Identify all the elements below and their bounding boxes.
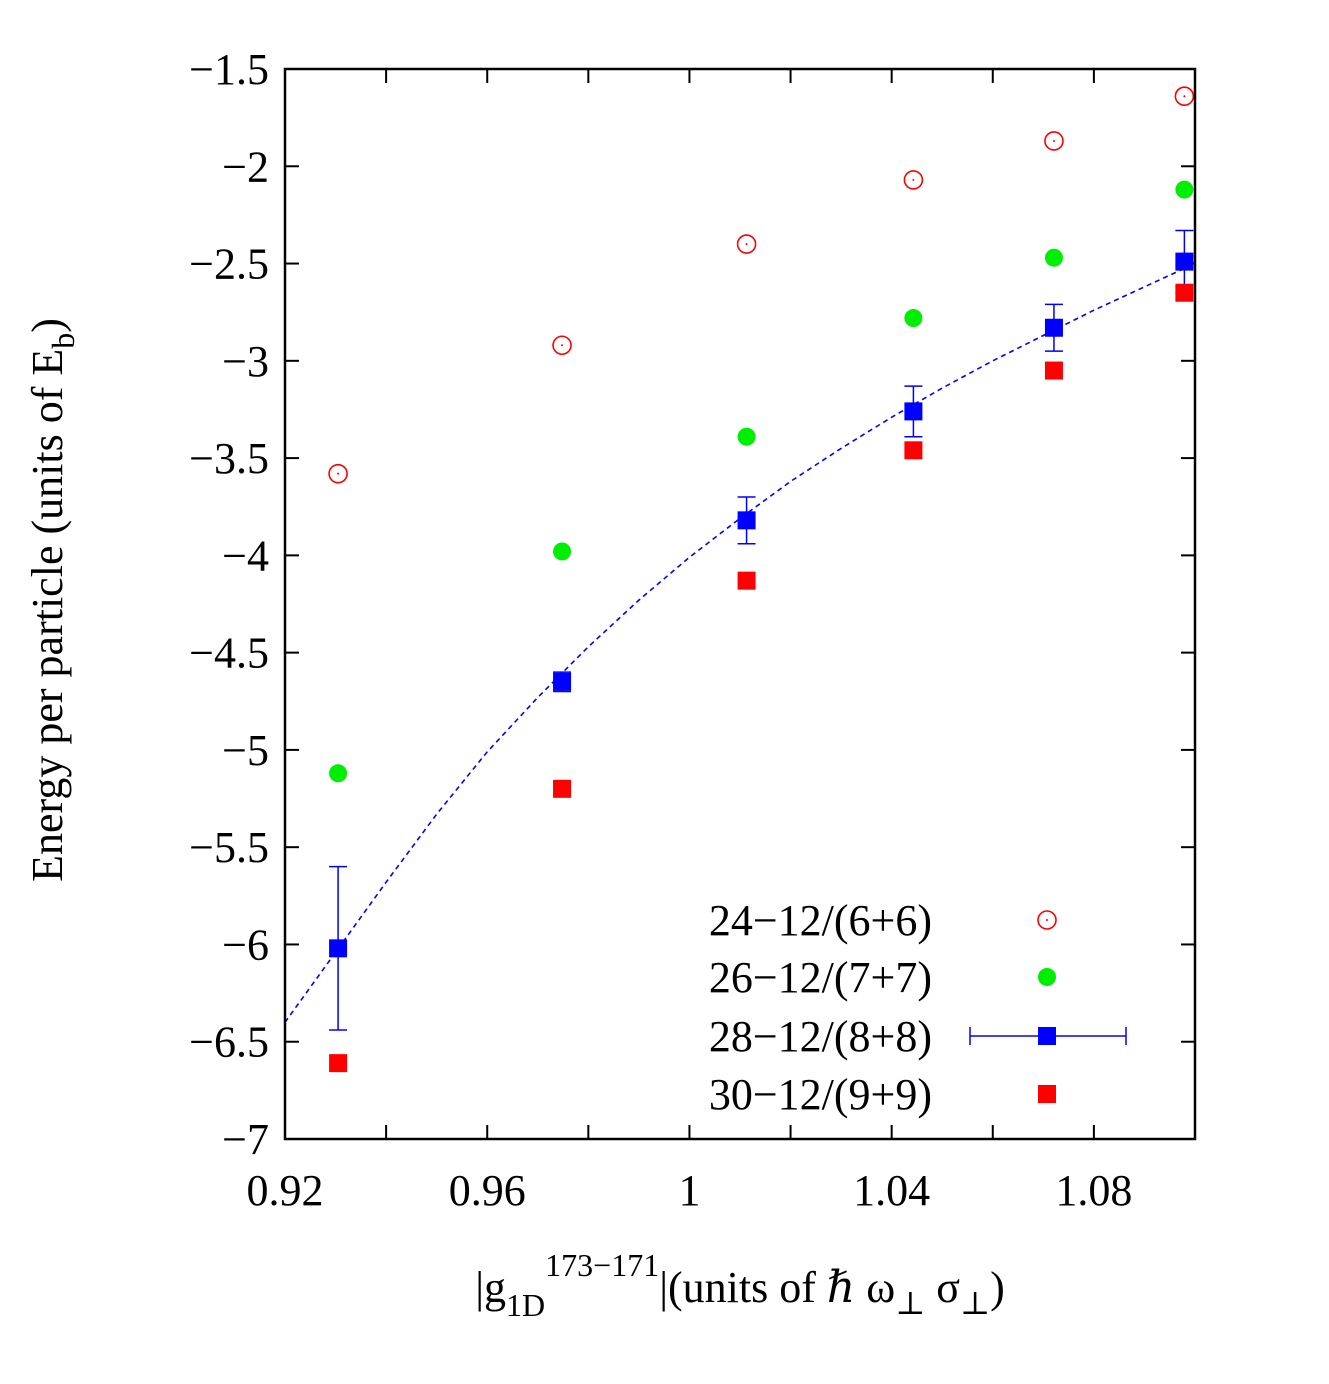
data-point-series-3 (329, 939, 348, 958)
data-point-series-2 (737, 427, 756, 446)
data-point-series-4 (1044, 361, 1063, 380)
x-axis-label-mid: |(units of (659, 1263, 827, 1312)
legend-marker-series-2 (1038, 968, 1056, 986)
data-point-series-1-center (912, 178, 915, 181)
data-point-series-3 (1044, 318, 1063, 337)
x-axis-label-hbar: ℏ (827, 1263, 855, 1312)
legend-marker-series-3 (1038, 1027, 1056, 1045)
x-tick-label: 1.08 (1055, 1166, 1132, 1215)
data-point-series-1-center (1183, 95, 1186, 98)
y-tick-label: −2.5 (189, 240, 269, 289)
x-tick-label: 0.92 (247, 1166, 324, 1215)
x-axis-label-sub: 1D (506, 1287, 545, 1323)
x-tick-label: 1.04 (853, 1166, 930, 1215)
x-axis-label-omega: ω (855, 1263, 895, 1312)
x-axis-label-prefix: |g (475, 1263, 506, 1312)
legend-marker-series-1-center (1046, 919, 1048, 921)
data-point-series-2 (329, 764, 348, 783)
y-tick-label: −4 (222, 531, 269, 580)
y-tick-label: −5.5 (189, 823, 269, 872)
x-tick-label: 1 (678, 1166, 700, 1215)
fit-curve (284, 262, 1196, 1023)
x-tick-label: 0.96 (449, 1166, 526, 1215)
legend-label-series-3: 28−12/(8+8) (709, 1012, 932, 1061)
data-point-series-3 (904, 402, 923, 421)
y-tick-label: −4.5 (189, 629, 269, 678)
x-axis-label-sup: 173−171 (545, 1247, 659, 1283)
data-point-series-1 (736, 234, 757, 254)
legend-label-series-4: 30−12/(9+9) (709, 1070, 932, 1119)
legend: 24−12/(6+6) 26−12/(7+7) 28−12/(8+8) 30−12/(… (709, 896, 1127, 1119)
legend-label-series-2: 26−12/(7+7) (709, 953, 932, 1002)
y-tick-label: −6 (222, 920, 269, 969)
legend-marker-series-1 (1037, 910, 1057, 930)
y-tick-label: −3 (222, 337, 269, 386)
data-point-series-3 (1175, 252, 1194, 271)
x-axis-label: |g1D173−171|(units of ℏ ω⊥ σ⊥) (475, 1247, 1005, 1323)
data-point-series-1-center (1052, 139, 1055, 142)
data-point-series-2 (1175, 180, 1194, 199)
y-axis-label-main: Energy per particle (units of E (23, 349, 72, 882)
plot-frame (283, 67, 1197, 1141)
ticks-layer: −7 −6.5 −6 −5.5 −5 −4.5 −4 −3.5 −3 −2.5 −2 −1.5 0.92… (189, 45, 1195, 1215)
y-tick-label: −1.5 (189, 45, 269, 94)
fit-curve-layer (284, 262, 1196, 1023)
data-point-series-4 (1175, 283, 1194, 302)
data-point-series-1-center (337, 472, 340, 475)
data-point-series-4 (553, 779, 572, 798)
legend-label-series-1: 24−12/(6+6) (709, 896, 932, 945)
data-point-series-2 (904, 309, 923, 328)
y-axis-label-sub: b (45, 333, 81, 349)
data-point-series-1-center (745, 243, 748, 246)
data-point-series-1-center (561, 344, 564, 347)
data-point-series-1 (1044, 131, 1064, 151)
y-tick-label: −2 (222, 142, 269, 191)
data-point-series-2 (553, 542, 572, 561)
data-point-series-4 (329, 1054, 348, 1073)
x-axis-label-perp1: ⊥ (895, 1285, 925, 1321)
y-tick-label: −3.5 (189, 434, 269, 483)
data-point-series-3 (737, 511, 756, 530)
data-point-series-3 (553, 672, 572, 691)
data-point-series-2 (1044, 248, 1063, 267)
data-point-series-4 (904, 441, 923, 460)
points-layer (328, 86, 1195, 1073)
y-tick-label: −5 (222, 726, 269, 775)
y-tick-label: −7 (222, 1115, 269, 1164)
x-axis-label-perp2: ⊥ (960, 1285, 990, 1321)
y-tick-label: −6.5 (189, 1018, 269, 1067)
data-point-series-1 (552, 335, 572, 356)
data-point-series-1 (1174, 86, 1195, 107)
x-axis-label-sigma: σ (925, 1263, 960, 1312)
y-axis-label-close: ) (23, 318, 72, 333)
data-point-series-4 (737, 571, 756, 590)
legend-marker-series-4 (1038, 1085, 1056, 1103)
data-point-series-1 (328, 463, 348, 484)
y-axis-label: Energy per particle (units of Eb) (23, 318, 81, 882)
x-axis-label-close: ) (990, 1263, 1005, 1312)
data-point-series-1 (903, 170, 924, 190)
